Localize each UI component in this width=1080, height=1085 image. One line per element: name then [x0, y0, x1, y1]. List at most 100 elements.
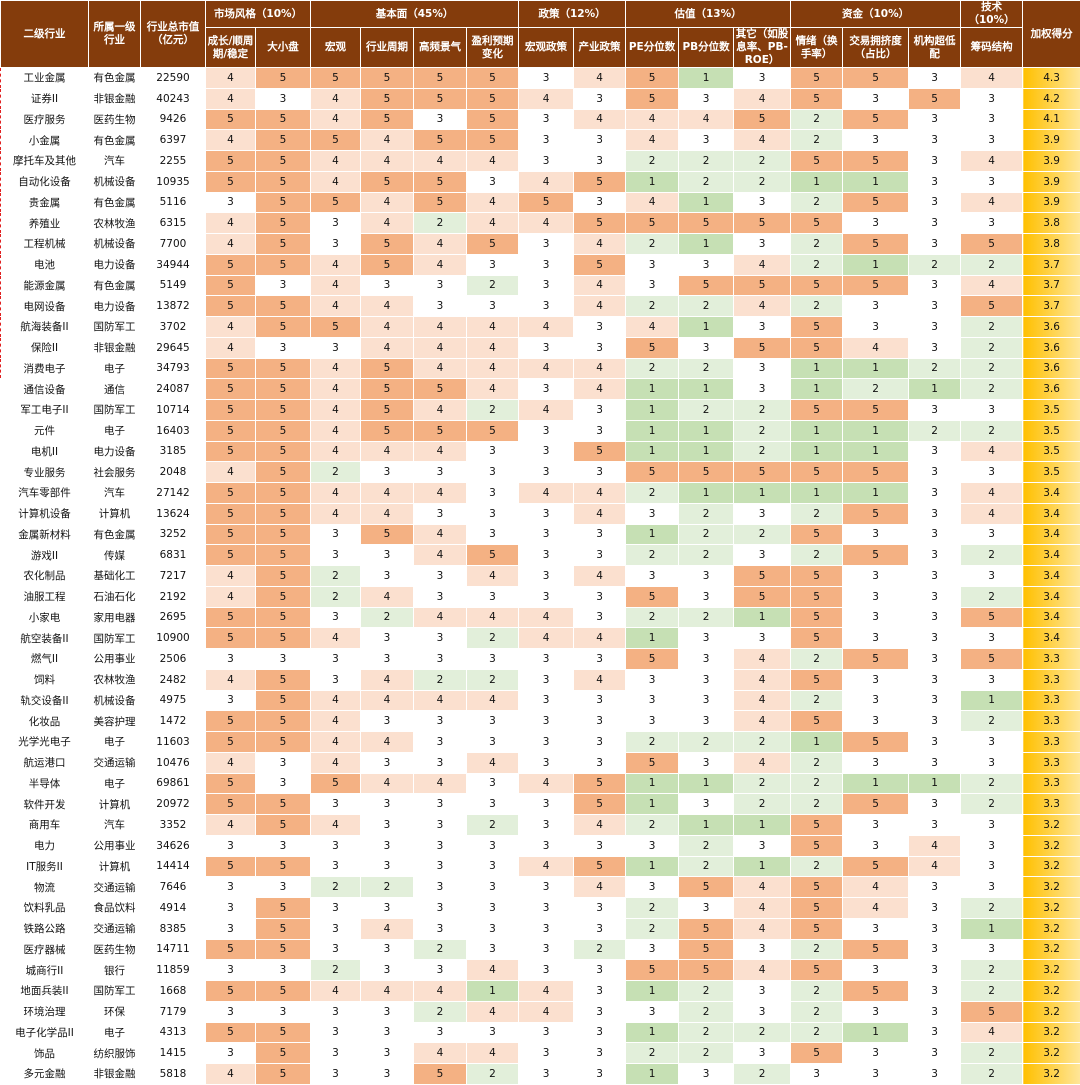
- market-cap-cell: 3702: [141, 317, 206, 338]
- rating-cell: 3: [679, 690, 734, 711]
- rating-cell: 4: [361, 981, 414, 1002]
- text-cell: 医药生物: [89, 939, 141, 960]
- rating-cell: 3: [909, 815, 961, 836]
- rating-cell: 3: [311, 337, 361, 358]
- rating-cell: 2: [791, 234, 843, 255]
- rating-cell: 3: [519, 130, 574, 151]
- rating-cell: 3: [909, 607, 961, 628]
- rating-cell: 3: [734, 234, 791, 255]
- text-cell: 养殖业: [1, 213, 89, 234]
- score-cell: 3.7: [1023, 275, 1080, 296]
- rating-cell: 5: [791, 960, 843, 981]
- rating-cell: 5: [256, 1043, 311, 1064]
- rating-cell: 5: [574, 773, 626, 794]
- rating-cell: 5: [467, 545, 519, 566]
- rating-cell: 5: [734, 275, 791, 296]
- group-header: 基本面（45%）: [311, 1, 519, 28]
- rating-cell: 3: [519, 296, 574, 317]
- column-header: 行业总市值（亿元）: [141, 1, 206, 68]
- rating-cell: 5: [206, 400, 256, 421]
- market-cap-cell: 34793: [141, 358, 206, 379]
- rating-cell: 2: [467, 275, 519, 296]
- rating-cell: 5: [843, 856, 909, 877]
- rating-cell: 4: [311, 88, 361, 109]
- rating-cell: 5: [256, 918, 311, 939]
- rating-cell: 5: [679, 877, 734, 898]
- text-cell: 电力: [1, 835, 89, 856]
- score-cell: 3.3: [1023, 794, 1080, 815]
- rating-cell: 3: [961, 835, 1023, 856]
- text-cell: 电子: [89, 358, 141, 379]
- rating-cell: 5: [206, 794, 256, 815]
- rating-cell: 3: [679, 628, 734, 649]
- rating-cell: 5: [256, 400, 311, 421]
- rating-cell: 4: [311, 400, 361, 421]
- text-cell: 贵金属: [1, 192, 89, 213]
- rating-cell: 3: [414, 752, 467, 773]
- rating-cell: 4: [961, 483, 1023, 504]
- rating-cell: 3: [909, 130, 961, 151]
- rating-cell: 1: [843, 254, 909, 275]
- rating-cell: 1: [734, 483, 791, 504]
- market-cap-cell: 40243: [141, 88, 206, 109]
- rating-cell: 3: [909, 732, 961, 753]
- rating-cell: 4: [519, 317, 574, 338]
- rating-cell: 5: [843, 275, 909, 296]
- rating-cell: 2: [734, 420, 791, 441]
- text-cell: 金属新材料: [1, 524, 89, 545]
- rating-cell: 3: [909, 690, 961, 711]
- rating-cell: 3: [574, 130, 626, 151]
- rating-cell: 5: [256, 586, 311, 607]
- rating-cell: 4: [414, 981, 467, 1002]
- rating-cell: 3: [734, 358, 791, 379]
- rating-cell: 5: [206, 254, 256, 275]
- rating-cell: 4: [361, 296, 414, 317]
- rating-cell: 5: [256, 483, 311, 504]
- rating-cell: 4: [734, 669, 791, 690]
- rating-cell: 3: [843, 1064, 909, 1085]
- rating-cell: 5: [626, 213, 679, 234]
- rating-cell: 5: [361, 109, 414, 130]
- text-cell: 基础化工: [89, 566, 141, 587]
- rating-cell: 4: [414, 317, 467, 338]
- rating-cell: 3: [734, 503, 791, 524]
- rating-cell: 2: [909, 358, 961, 379]
- rating-cell: 3: [574, 607, 626, 628]
- score-cell: 3.2: [1023, 1064, 1080, 1085]
- text-cell: 非银金融: [89, 88, 141, 109]
- rating-cell: 4: [734, 960, 791, 981]
- column-header: 产业政策: [574, 28, 626, 68]
- text-cell: 交通运输: [89, 752, 141, 773]
- rating-cell: 3: [519, 234, 574, 255]
- rating-cell: 3: [843, 566, 909, 587]
- rating-cell: 4: [311, 711, 361, 732]
- rating-cell: 3: [519, 669, 574, 690]
- text-cell: 医药生物: [89, 109, 141, 130]
- rating-cell: 5: [734, 566, 791, 587]
- rating-cell: 4: [909, 835, 961, 856]
- rating-cell: 2: [791, 254, 843, 275]
- column-header: 加权得分: [1023, 1, 1080, 68]
- rating-cell: 3: [574, 752, 626, 773]
- rating-cell: 3: [961, 462, 1023, 483]
- rating-cell: 3: [467, 918, 519, 939]
- rating-cell: 1: [679, 68, 734, 89]
- score-cell: 3.2: [1023, 960, 1080, 981]
- text-cell: 多元金融: [1, 1064, 89, 1085]
- rating-cell: 3: [361, 898, 414, 919]
- rating-cell: 5: [256, 1064, 311, 1085]
- rating-cell: 3: [574, 918, 626, 939]
- text-cell: 国防军工: [89, 628, 141, 649]
- rating-cell: 3: [626, 254, 679, 275]
- rating-cell: 5: [626, 88, 679, 109]
- rating-cell: 1: [843, 773, 909, 794]
- market-cap-cell: 2048: [141, 462, 206, 483]
- rating-cell: 5: [843, 503, 909, 524]
- rating-cell: 4: [843, 337, 909, 358]
- rating-cell: 2: [414, 939, 467, 960]
- rating-cell: 4: [361, 503, 414, 524]
- rating-cell: 4: [574, 503, 626, 524]
